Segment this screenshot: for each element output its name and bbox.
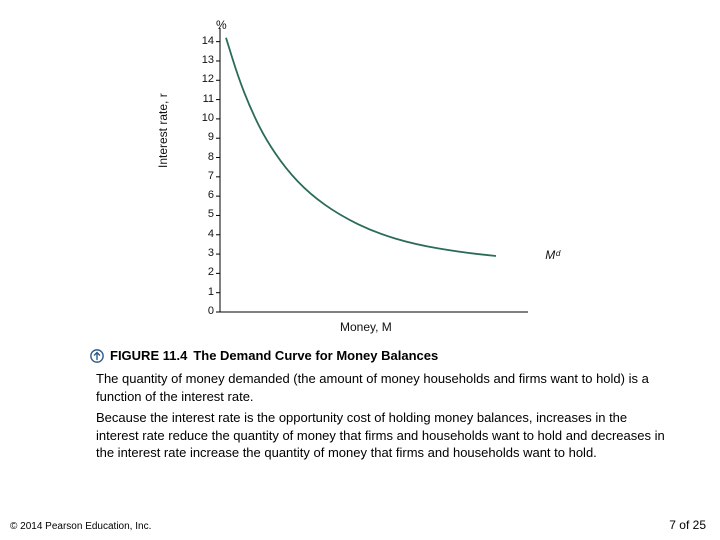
y-tick-label: 4 [190,228,214,240]
page-indicator: 7 of 25 [669,518,706,532]
figure-number: FIGURE 11.4 [110,348,187,363]
y-tick-label: 6 [190,189,214,201]
x-axis-label: Money, M [340,320,392,334]
figure-caption: FIGURE 11.4 The Demand Curve for Money B… [90,348,680,363]
circle-arrow-up-icon [90,349,104,363]
copyright: © 2014 Pearson Education, Inc. [10,521,151,532]
body-paragraph-1: The quantity of money demanded (the amou… [96,370,672,405]
curve-label: Mᵈ [545,248,560,262]
y-tick-label: 1 [190,286,214,298]
figure-title: The Demand Curve for Money Balances [193,348,438,363]
y-tick-label: 14 [190,35,214,47]
y-tick-label: 3 [190,247,214,259]
y-tick-label: 8 [190,151,214,163]
y-unit-label: % [216,18,227,32]
y-tick-label: 13 [190,54,214,66]
chart-container: % Interest rate, r Money, M Mᵈ 012345678… [160,18,560,338]
y-tick-label: 9 [190,131,214,143]
y-tick-label: 7 [190,170,214,182]
y-axis-label: Interest rate, r [156,93,170,168]
slide: % Interest rate, r Money, M Mᵈ 012345678… [0,0,720,540]
y-tick-label: 12 [190,73,214,85]
y-tick-label: 5 [190,208,214,220]
y-tick-label: 11 [190,93,214,105]
body-text: The quantity of money demanded (the amou… [96,370,672,466]
money-demand-chart [160,18,560,338]
y-tick-label: 10 [190,112,214,124]
y-tick-label: 2 [190,266,214,278]
body-paragraph-2: Because the interest rate is the opportu… [96,409,672,462]
y-tick-label: 0 [190,305,214,317]
